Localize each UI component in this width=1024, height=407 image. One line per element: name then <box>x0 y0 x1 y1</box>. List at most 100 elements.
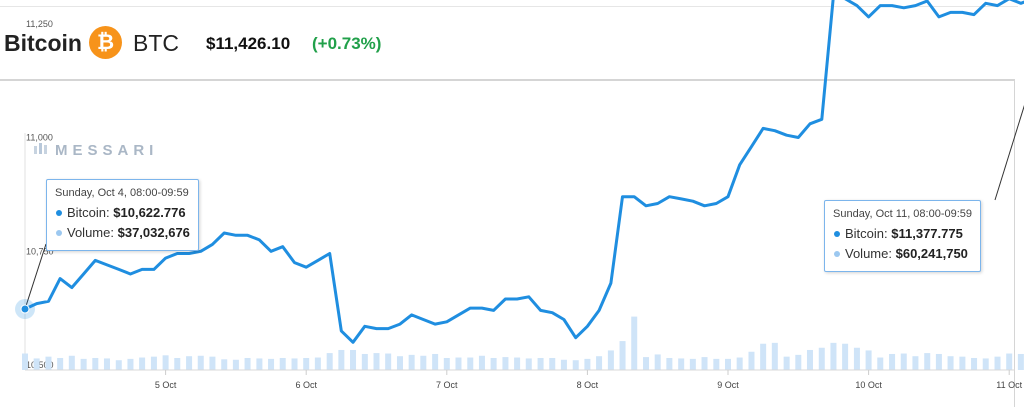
tooltip-date: Sunday, Oct 11, 08:00-09:59 <box>833 208 973 220</box>
top-divider <box>0 6 1018 7</box>
volume-bar <box>162 355 169 370</box>
volume-bar <box>209 356 216 370</box>
x-tick-label: 10 Oct <box>855 380 882 390</box>
volume-bar <box>127 358 134 370</box>
messari-watermark: MESSARI <box>34 142 153 159</box>
watermark-bar-icon <box>39 143 42 154</box>
bitcoin-price-line <box>24 0 1024 344</box>
y-tick-label: 10,750 <box>26 246 54 256</box>
volume-bar <box>643 357 650 370</box>
volume-bar <box>33 358 40 370</box>
tooltip-left: Sunday, Oct 4, 08:00-09:59 Bitcoin: $10,… <box>46 179 199 251</box>
volume-bar <box>818 347 825 370</box>
volume-bar <box>221 359 228 370</box>
volume-bar <box>361 353 368 370</box>
volume-bar <box>982 358 989 370</box>
volume-bar <box>924 353 931 370</box>
volume-bar <box>408 354 415 370</box>
volume-bar <box>92 357 99 370</box>
tooltip-price-row: Bitcoin: $11,377.775 <box>833 224 972 244</box>
volume-bar <box>748 351 755 370</box>
volume-bar <box>291 358 298 370</box>
volume-bar <box>736 357 743 370</box>
y-tick-label: 11,000 <box>26 133 53 143</box>
volume-bar <box>1017 353 1024 370</box>
volume-bar <box>549 357 556 370</box>
volume-bar <box>186 356 193 370</box>
volume-bar <box>971 357 978 370</box>
volume-bar <box>607 350 614 370</box>
tooltip-volume-label: Volume: <box>845 246 892 261</box>
x-tick-label: 9 Oct <box>717 380 739 390</box>
x-tick-label: 6 Oct <box>295 380 317 390</box>
volume-bar <box>514 357 521 370</box>
volume-bar <box>197 355 204 370</box>
x-tick-label: 11 Oct <box>996 380 1022 390</box>
hover-point <box>20 304 30 314</box>
watermark-bar-icon <box>44 145 47 154</box>
tooltip-price-label: Bitcoin: <box>67 205 110 220</box>
coin-name: Bitcoin <box>4 30 82 56</box>
volume-bar <box>396 356 403 370</box>
volume-bar <box>420 355 427 370</box>
volume-bar <box>373 353 380 370</box>
volume-bar <box>45 356 52 370</box>
tooltip-volume-value: $37,032,676 <box>117 225 190 240</box>
volume-bar <box>537 357 544 370</box>
volume-bar <box>678 358 685 370</box>
volume-bar <box>619 341 626 370</box>
tooltip-price-value: $11,377.775 <box>891 226 963 241</box>
volume-bar <box>631 316 638 370</box>
x-axis-ticks: 5 Oct 6 Oct 7 Oct 8 Oct 9 Oct 10 Oct 11 Oct <box>155 370 1023 390</box>
volume-bar <box>584 358 591 370</box>
volume-bar <box>830 342 837 370</box>
tooltip-volume-value: $60,241,750 <box>895 246 968 261</box>
volume-bar <box>853 347 860 370</box>
volume-bar <box>560 359 567 370</box>
volume-bar <box>701 357 708 370</box>
tooltip-volume-label: Volume: <box>67 225 114 240</box>
volume-bar <box>713 358 720 370</box>
coin-price-change: (+0.73%) <box>312 34 382 53</box>
volume-bar <box>68 355 75 370</box>
volume-bar <box>455 357 462 370</box>
volume-bar <box>877 357 884 370</box>
series-dot-icon <box>56 210 62 217</box>
volume-bar <box>502 357 509 370</box>
volume-bar <box>783 356 790 370</box>
watermark-bar-icon <box>34 146 37 154</box>
coin-symbol: BTC <box>133 30 179 56</box>
volume-bar <box>889 353 896 370</box>
volume-bar <box>525 358 532 370</box>
volume-bar <box>150 356 157 370</box>
volume-bar <box>666 357 673 370</box>
x-tick-label: 5 Oct <box>155 380 177 390</box>
volume-bar <box>432 353 439 370</box>
volume-bar <box>795 354 802 370</box>
volume-bar <box>689 358 696 370</box>
volume-bar <box>350 349 357 370</box>
volume-bar <box>478 355 485 370</box>
volume-bar <box>654 354 661 370</box>
volume-bar <box>385 353 392 370</box>
volume-bar <box>244 357 251 370</box>
bitcoin-logo-icon: ₿ <box>89 26 122 59</box>
coin-price: $11,426.10 <box>206 34 291 53</box>
x-tick-label: 8 Oct <box>577 380 599 390</box>
volume-bar <box>947 356 954 370</box>
volume-bar <box>596 356 603 370</box>
volume-bar <box>80 358 87 370</box>
volume-bar <box>725 358 731 370</box>
tooltip-price-row: Bitcoin: $10,622.776 <box>55 203 190 223</box>
tooltip-price-label: Bitcoin: <box>845 226 888 241</box>
volume-bar <box>232 359 239 370</box>
x-tick-label: 7 Oct <box>436 380 458 390</box>
volume-bar <box>22 353 28 370</box>
volume-bar <box>268 358 275 370</box>
volume-bar <box>806 349 813 370</box>
volume-bar <box>174 357 181 370</box>
volume-bar <box>139 357 146 370</box>
coin-header: Bitcoin ₿ BTC $11,426.10 (+0.73%) <box>0 0 1024 80</box>
volume-bar <box>900 353 907 370</box>
